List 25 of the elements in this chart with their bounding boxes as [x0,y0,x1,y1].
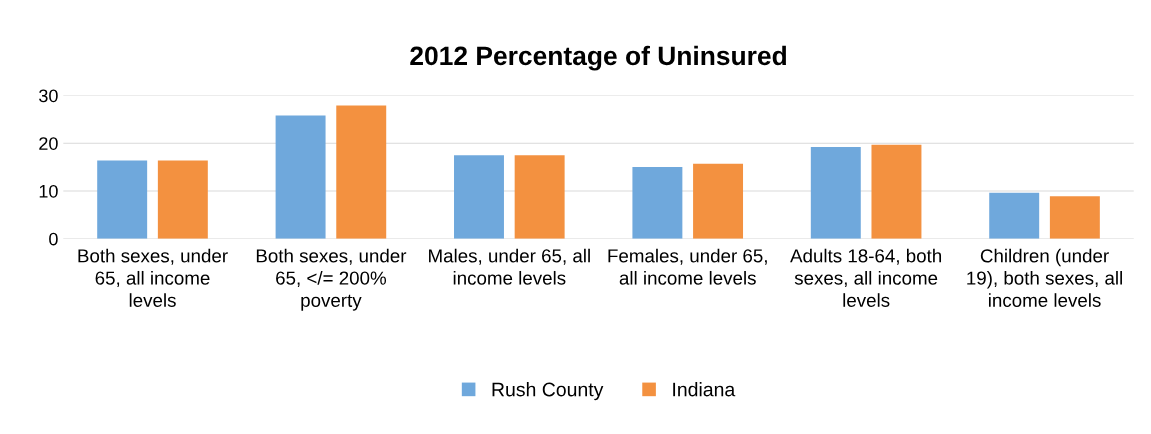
bar [514,155,565,239]
chart-title: 2012 Percentage of Uninsured [410,45,786,71]
legend-label: Indiana [673,382,736,397]
x-tick-label: Males, under 65, all income levels [429,248,590,285]
bar [989,192,1040,239]
bar [336,105,387,239]
y-tick-label: 30 [39,89,58,103]
bar [632,167,683,239]
bar [871,144,922,239]
x-tick-label: Females, under 65, all income levels [608,248,767,285]
bar [1049,196,1100,239]
legend-label: Rush County [492,382,604,401]
x-tick-label: Both sexes, under 65, </= 200% poverty [256,248,407,311]
y-tick-label: 20 [39,137,58,150]
x-tick-label: Children (under 19), both sexes, all income levels [967,248,1122,307]
x-tick-label: Both sexes, under 65, all income levels [78,248,228,307]
bar [454,155,504,239]
y-tick-label: 10 [39,184,58,198]
bar [275,115,326,239]
bar [693,163,744,239]
bar [810,147,861,239]
y-tick-label: 0 [49,232,58,246]
bar [97,160,148,239]
bar [157,160,208,239]
x-tick-label: Adults 18-64, both sexes, all income levels [790,248,942,307]
